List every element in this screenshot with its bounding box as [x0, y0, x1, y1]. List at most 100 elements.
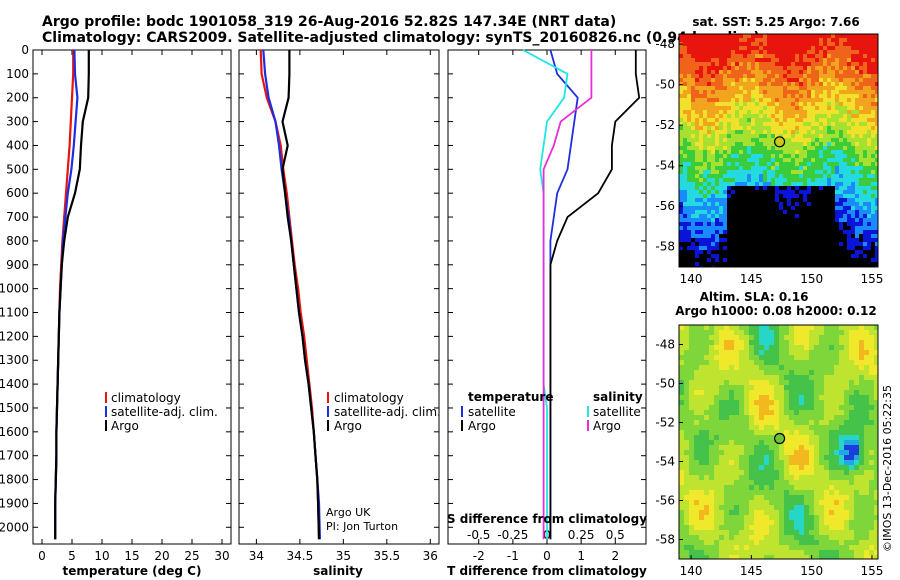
sst-cell — [827, 258, 831, 262]
sla-cell — [709, 355, 714, 360]
sst-cell — [775, 202, 779, 206]
sst-cell — [707, 110, 711, 114]
sst-cell — [799, 98, 803, 102]
sst-cell — [831, 106, 835, 110]
sst-cell — [679, 130, 683, 134]
sla-cell — [684, 395, 689, 400]
sst-cell — [711, 234, 715, 238]
sst-cell — [823, 214, 827, 218]
sst-cell — [783, 194, 787, 198]
sst-cell — [791, 38, 795, 42]
sla-cell — [814, 470, 819, 475]
sst-cell — [875, 190, 878, 194]
sla-cell — [699, 380, 704, 385]
sla-cell — [804, 370, 809, 375]
sla-cell — [709, 405, 714, 410]
sla-cell — [749, 525, 754, 530]
sla-cell — [839, 370, 844, 375]
sla-cell — [864, 365, 869, 370]
sla-cell — [699, 480, 704, 485]
sla-cell — [839, 365, 844, 370]
sst-cell — [779, 106, 783, 110]
sst-cell — [715, 234, 719, 238]
sla-cell — [689, 520, 694, 525]
sla-cell — [854, 345, 859, 350]
sst-cell — [723, 82, 727, 86]
sst-cell — [751, 226, 755, 230]
sst-cell — [687, 142, 691, 146]
sst-cell — [795, 38, 799, 42]
sla-cell — [789, 400, 794, 405]
sst-cell — [827, 118, 831, 122]
sla-cell — [804, 475, 809, 480]
sla-cell — [779, 505, 784, 510]
sst-cell — [767, 226, 771, 230]
sst-cell — [827, 106, 831, 110]
sla-cell — [849, 370, 854, 375]
sst-cell — [823, 146, 827, 150]
sst-cell — [871, 70, 875, 74]
sst-cell — [847, 230, 851, 234]
sst-cell — [715, 198, 719, 202]
sla-cell — [819, 445, 824, 450]
sst-cell — [843, 262, 847, 266]
sst-cell — [815, 230, 819, 234]
sst-cell — [847, 90, 851, 94]
sst-cell — [867, 150, 871, 154]
sst-cell — [695, 166, 699, 170]
sst-cell — [747, 90, 751, 94]
sla-cell — [829, 515, 834, 520]
sla-cell — [679, 385, 684, 390]
sla-cell — [709, 505, 714, 510]
sla-cell — [774, 375, 779, 380]
sla-cell — [719, 375, 724, 380]
sla-cell — [744, 430, 749, 435]
sla-cell — [854, 385, 859, 390]
sst-cell — [771, 34, 775, 38]
sst-cell — [695, 114, 699, 118]
sst-cell — [707, 158, 711, 162]
sst-cell — [727, 158, 731, 162]
sst-cell — [875, 198, 878, 202]
sst-cell — [859, 210, 863, 214]
sst-cell — [803, 38, 807, 42]
sla-cell — [694, 445, 699, 450]
sst-cell — [799, 74, 803, 78]
sst-cell — [687, 82, 691, 86]
sla-cell — [719, 500, 724, 505]
sst-cell — [799, 158, 803, 162]
sst-cell — [851, 202, 855, 206]
sla-cell — [784, 385, 789, 390]
sla-cell — [684, 415, 689, 420]
depth-tick-label: 2000 — [0, 520, 29, 534]
sla-cell — [804, 440, 809, 445]
sst-cell — [687, 186, 691, 190]
sst-cell — [787, 174, 791, 178]
sst-cell — [851, 142, 855, 146]
sla-cell — [699, 440, 704, 445]
sst-cell — [747, 82, 751, 86]
sla-cell — [749, 415, 754, 420]
sst-cell — [751, 170, 755, 174]
sla-cell — [719, 430, 724, 435]
sst-cell — [795, 210, 799, 214]
sla-cell — [849, 365, 854, 370]
sst-cell — [767, 198, 771, 202]
sla-cell — [729, 395, 734, 400]
sst-cell — [735, 142, 739, 146]
sla-cell — [794, 495, 799, 500]
sst-cell — [839, 110, 843, 114]
sla-cell — [769, 510, 774, 515]
sst-cell — [791, 42, 795, 46]
sla-cell — [699, 410, 704, 415]
sst-cell — [703, 230, 707, 234]
sla-cell — [864, 480, 869, 485]
sla-cell — [714, 525, 719, 530]
sla-cell — [839, 510, 844, 515]
depth-tick-label: 1500 — [0, 401, 29, 415]
sst-cell — [791, 182, 795, 186]
sla-cell — [819, 365, 824, 370]
sla-cell — [704, 540, 709, 545]
sst-cell — [751, 110, 755, 114]
sla-cell — [729, 405, 734, 410]
